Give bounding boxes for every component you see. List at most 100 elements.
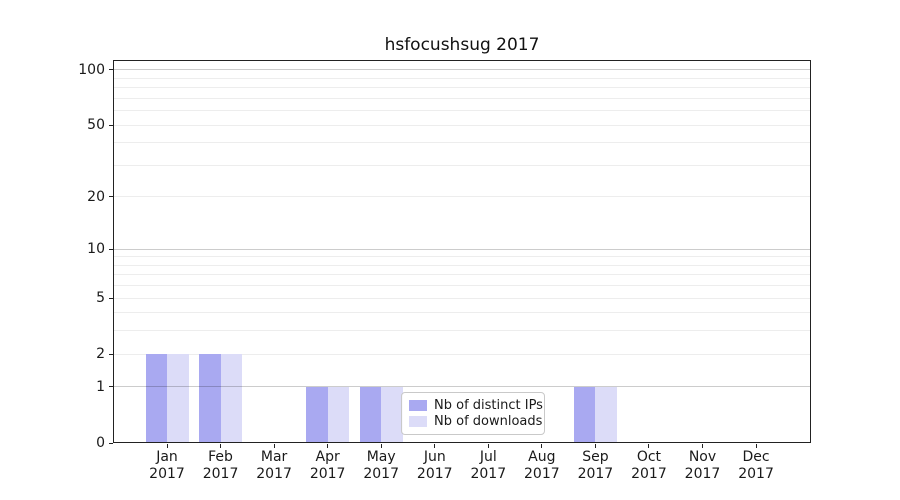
gridline-minor-4 [113, 312, 811, 314]
x-label-month: Jul [479, 449, 497, 465]
x-label-year: 2017 [202, 466, 239, 482]
y-tick-label-5: 5 [96, 290, 105, 307]
y-tick-20 [109, 196, 113, 198]
gridline-minor-8 [113, 264, 811, 266]
x-tick-label-nov-2017: Nov 2017 [667, 449, 739, 483]
y-tick-label-50: 50 [87, 117, 105, 134]
y-tick-label-2: 2 [96, 346, 105, 363]
gridline-minor-7 [113, 274, 811, 276]
bar-nb-of-distinct-ips-sep-2017 [573, 386, 596, 443]
x-tick-feb-2017 [220, 444, 222, 448]
gridline-minor-20 [113, 196, 811, 198]
bar-nb-of-downloads-feb-2017 [220, 354, 243, 443]
y-tick-50 [109, 124, 113, 126]
x-label-month: May [366, 449, 396, 465]
x-label-year: 2017 [738, 466, 774, 482]
x-tick-label-apr-2017: Apr 2017 [292, 449, 364, 483]
x-tick-label-feb-2017: Feb 2017 [185, 449, 257, 483]
gridline-major-1 [113, 386, 811, 388]
x-tick-jan-2017 [166, 444, 168, 448]
x-tick-label-dec-2017: Dec 2017 [720, 449, 792, 483]
y-tick-100 [109, 69, 113, 71]
x-tick-dec-2017 [755, 444, 757, 448]
legend-swatch-downloads [409, 416, 427, 428]
x-label-year: 2017 [363, 466, 399, 482]
bar-nb-of-downloads-may-2017 [381, 386, 403, 443]
y-tick-label-10: 10 [87, 241, 105, 258]
x-tick-label-jan-2017: Jan 2017 [131, 449, 203, 483]
gridline-minor-30 [113, 164, 811, 166]
y-tick-0 [109, 442, 113, 444]
x-tick-jun-2017 [434, 444, 436, 448]
y-tick-10 [109, 248, 113, 250]
legend-label-downloads: Nb of downloads [434, 414, 543, 430]
x-tick-jul-2017 [487, 444, 489, 448]
y-tick-label-0: 0 [96, 435, 105, 451]
x-tick-label-oct-2017: Oct 2017 [613, 449, 685, 483]
x-tick-sep-2017 [594, 444, 596, 448]
x-label-month: Apr [315, 449, 340, 465]
x-tick-label-may-2017: May 2017 [345, 449, 417, 483]
y-tick-label-1: 1 [96, 378, 105, 395]
bar-nb-of-distinct-ips-feb-2017 [199, 354, 221, 443]
y-tick-label-100: 100 [78, 61, 105, 78]
x-tick-apr-2017 [327, 444, 329, 448]
legend-item-distinct-ips: Nb of distinct IPs [409, 398, 543, 413]
legend-swatch-distinct-ips [409, 399, 427, 411]
gridline-minor-50 [113, 124, 811, 126]
legend-item-downloads: Nb of downloads [409, 414, 542, 429]
x-label-year: 2017 [631, 466, 667, 482]
x-tick-nov-2017 [702, 444, 703, 448]
y-tick-1 [109, 386, 113, 388]
legend-label-distinct-ips: Nb of distinct IPs [434, 397, 543, 413]
x-label-month: Mar [260, 449, 288, 465]
x-label-month: Jun [423, 449, 446, 465]
legend: Nb of distinct IPs Nb of downloads [401, 392, 545, 435]
x-tick-may-2017 [380, 444, 382, 448]
x-label-month: Nov [688, 449, 717, 465]
x-label-year: 2017 [470, 466, 507, 482]
x-label-month: Jan [156, 449, 178, 465]
bar-nb-of-downloads-apr-2017 [327, 386, 350, 443]
bar-nb-of-distinct-ips-may-2017 [359, 386, 382, 443]
x-label-month: Sep [582, 449, 609, 465]
x-tick-mar-2017 [273, 444, 275, 448]
gridline-minor-80 [113, 87, 811, 89]
gridline-major-100 [113, 69, 811, 71]
bar-nb-of-distinct-ips-jan-2017 [145, 354, 167, 443]
gridline-minor-3 [113, 330, 811, 332]
gridline-minor-70 [113, 97, 811, 99]
x-label-year: 2017 [524, 466, 560, 482]
bar-nb-of-downloads-jan-2017 [167, 354, 189, 443]
x-tick-aug-2017 [541, 444, 543, 448]
x-tick-label-sep-2017: Sep 2017 [559, 449, 631, 483]
x-label-year: 2017 [416, 466, 453, 482]
x-tick-label-aug-2017: Aug 2017 [506, 449, 578, 483]
x-label-month: Feb [208, 449, 233, 465]
x-label-month: Dec [742, 449, 770, 465]
x-tick-label-mar-2017: Mar 2017 [238, 449, 310, 483]
gridline-major-10 [113, 248, 811, 250]
x-label-year: 2017 [684, 466, 721, 482]
gridline-minor-90 [113, 77, 811, 79]
gridline-minor-9 [113, 256, 811, 258]
gridline-minor-60 [113, 110, 811, 112]
x-tick-label-jul-2017: Jul 2017 [452, 449, 524, 483]
gridline-minor-40 [113, 142, 811, 144]
x-label-year: 2017 [149, 466, 185, 482]
x-label-month: Aug [528, 449, 556, 465]
chart-title: hsfocushsug 2017 [384, 35, 540, 55]
x-label-year: 2017 [309, 466, 346, 482]
gridline-minor-6 [113, 285, 811, 287]
x-tick-label-jun-2017: Jun 2017 [399, 449, 471, 483]
y-tick-label-20: 20 [87, 188, 105, 205]
y-tick-2 [109, 353, 113, 355]
bar-nb-of-downloads-sep-2017 [595, 386, 617, 443]
x-tick-oct-2017 [648, 444, 650, 448]
y-tick-5 [109, 297, 113, 299]
gridline-minor-5 [113, 297, 811, 299]
bar-nb-of-distinct-ips-apr-2017 [306, 386, 328, 443]
x-label-month: Oct [636, 449, 662, 465]
gridline-minor-2 [113, 353, 811, 355]
x-label-year: 2017 [256, 466, 292, 482]
